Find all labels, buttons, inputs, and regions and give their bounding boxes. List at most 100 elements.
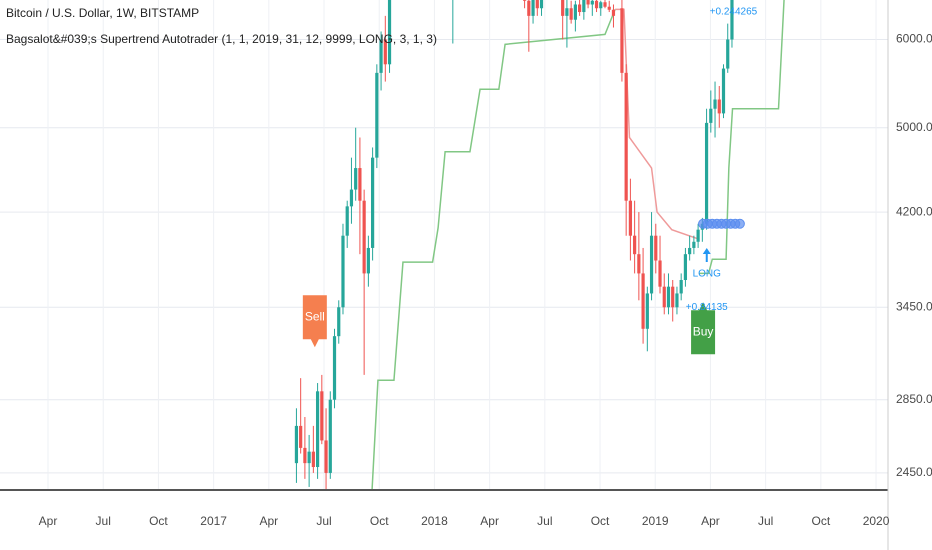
candle-body	[358, 168, 362, 201]
candle-body	[328, 399, 332, 473]
position-marker	[734, 218, 745, 229]
x-tick-label: Jul	[316, 514, 331, 528]
sell-label: Sell	[305, 309, 325, 323]
x-tick-label: Apr	[701, 514, 720, 528]
candle-body	[611, 9, 616, 16]
candle-body	[658, 260, 662, 287]
buy-label-box	[691, 302, 716, 355]
candle-body	[654, 235, 658, 261]
candle-body	[679, 280, 683, 294]
candle-body	[641, 273, 645, 329]
candle-body	[311, 451, 315, 468]
candle-body	[337, 307, 341, 337]
candle-body	[696, 229, 700, 242]
candle-body	[375, 72, 379, 158]
candle-body	[721, 68, 726, 114]
candle-body	[704, 122, 709, 224]
candle-body	[582, 0, 586, 13]
x-tick-label: Apr	[480, 514, 499, 528]
candle-body	[666, 286, 671, 308]
candle-body	[531, 0, 535, 16]
sell-label-box	[302, 295, 327, 348]
x-tick-label: Apr	[39, 514, 58, 528]
candle-body	[649, 235, 654, 294]
x-tick-label: Jul	[758, 514, 773, 528]
supertrend-line	[371, 9, 616, 490]
candle-body	[620, 8, 624, 73]
candle-body	[315, 391, 320, 468]
candle-body	[573, 4, 577, 20]
candle-body	[709, 108, 713, 123]
candle-body	[527, 0, 531, 16]
candle-body	[349, 189, 354, 207]
y-tick-label: 2850.00	[896, 392, 932, 406]
chart-title: Bitcoin / U.S. Dollar, 1W, BITSTAMP	[6, 6, 199, 20]
supertrend-line	[615, 8, 700, 241]
candle-body	[565, 8, 569, 16]
candle-body	[383, 39, 387, 65]
y-tick-label: 2450.00	[896, 465, 932, 479]
candle-body	[633, 235, 637, 255]
x-tick-label: Apr	[259, 514, 278, 528]
candle-body	[692, 241, 696, 248]
x-tick-label: 2018	[421, 514, 448, 528]
y-tick-label: 3450.00	[896, 299, 932, 313]
candle-body	[539, 0, 544, 9]
candle-body	[628, 200, 632, 236]
candle-body	[726, 39, 730, 69]
candle-body	[324, 440, 328, 473]
candle-body	[730, 0, 734, 40]
candle-body	[561, 0, 565, 16]
trade-label: +0.84135	[686, 302, 728, 313]
buy-label: Buy	[693, 324, 714, 338]
candle-body	[594, 0, 599, 9]
x-tick-label: 2017	[200, 514, 227, 528]
candle-body	[569, 8, 573, 20]
candle-body	[332, 336, 337, 400]
candle-body	[607, 6, 611, 10]
x-tick-label: Oct	[370, 514, 389, 528]
candle-body	[522, 0, 527, 1]
y-tick-label: 5000.00	[896, 120, 932, 134]
x-tick-label: 2019	[642, 514, 669, 528]
candle-body	[637, 254, 641, 274]
candle-body	[379, 39, 383, 73]
grid	[0, 0, 888, 490]
x-tick-label: Jul	[96, 514, 111, 528]
candle-body	[603, 2, 607, 7]
candle-body	[717, 99, 721, 114]
candle-body	[675, 293, 679, 308]
x-tick-label: Oct	[149, 514, 168, 528]
candle-body	[671, 286, 675, 308]
candle-body	[645, 293, 649, 329]
candle-body	[354, 168, 358, 190]
long-label: LONG	[693, 269, 722, 280]
candle-body	[688, 247, 692, 255]
candle-body	[662, 286, 666, 308]
axes: 6000.00 5000.00 4200.00 3450.00 2850.00 2450.…	[39, 32, 932, 529]
x-tick-label: Oct	[812, 514, 831, 528]
x-tick-label: 2020	[863, 514, 890, 528]
plot-area: Sell Buy LONG +0.84135 +0.244265	[294, 0, 785, 490]
candle-body	[303, 447, 307, 464]
candle-body	[307, 451, 311, 464]
candle-body	[341, 235, 345, 308]
x-tick-label: Jul	[537, 514, 552, 528]
candle-body	[387, 0, 392, 65]
y-tick-label: 4200.00	[896, 204, 932, 218]
candle-body	[320, 391, 324, 441]
candle-body	[624, 72, 628, 201]
candle-body	[535, 0, 539, 9]
trade-label: +0.244265	[710, 7, 758, 18]
candle-body	[599, 2, 603, 9]
candle-body	[362, 200, 366, 274]
candle-body	[371, 157, 375, 248]
candle-body	[345, 206, 349, 236]
long-arrow	[702, 247, 711, 262]
indicator-label: Bagsalot&#039;s Supertrend Autotrader (1…	[6, 32, 437, 46]
candle-body	[294, 425, 299, 464]
supertrend-line	[699, 0, 785, 275]
candle-body	[586, 0, 590, 5]
candle-body	[366, 247, 370, 274]
